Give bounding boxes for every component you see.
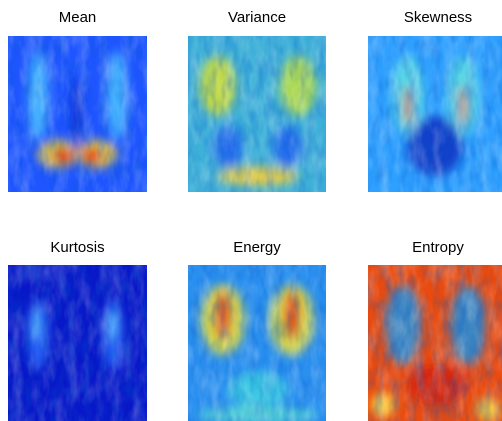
heatmap-image [368, 265, 502, 421]
page: Mean Variance Skewness Kurtosis Energy Entrop… [0, 0, 502, 421]
figure: Mean Variance Skewness Kurtosis Energy Entrop… [0, 0, 502, 421]
panel-title: Kurtosis [50, 239, 104, 256]
panel-title: Energy [233, 239, 281, 256]
heatmap-image [188, 265, 326, 421]
heatmap-image [8, 36, 147, 192]
heatmap-image [368, 36, 502, 192]
heatmap-image [8, 265, 147, 421]
texture-dark [188, 36, 326, 192]
texture-dark [368, 36, 502, 192]
texture-dark [8, 265, 147, 421]
panel-title: Entropy [412, 239, 464, 256]
texture-dark [8, 36, 147, 192]
texture-dark [368, 265, 502, 421]
panel-title: Mean [59, 9, 97, 26]
panel-title: Skewness [404, 9, 472, 26]
panel-title: Variance [228, 9, 286, 26]
heatmap-image [188, 36, 326, 192]
texture-dark [188, 265, 326, 421]
